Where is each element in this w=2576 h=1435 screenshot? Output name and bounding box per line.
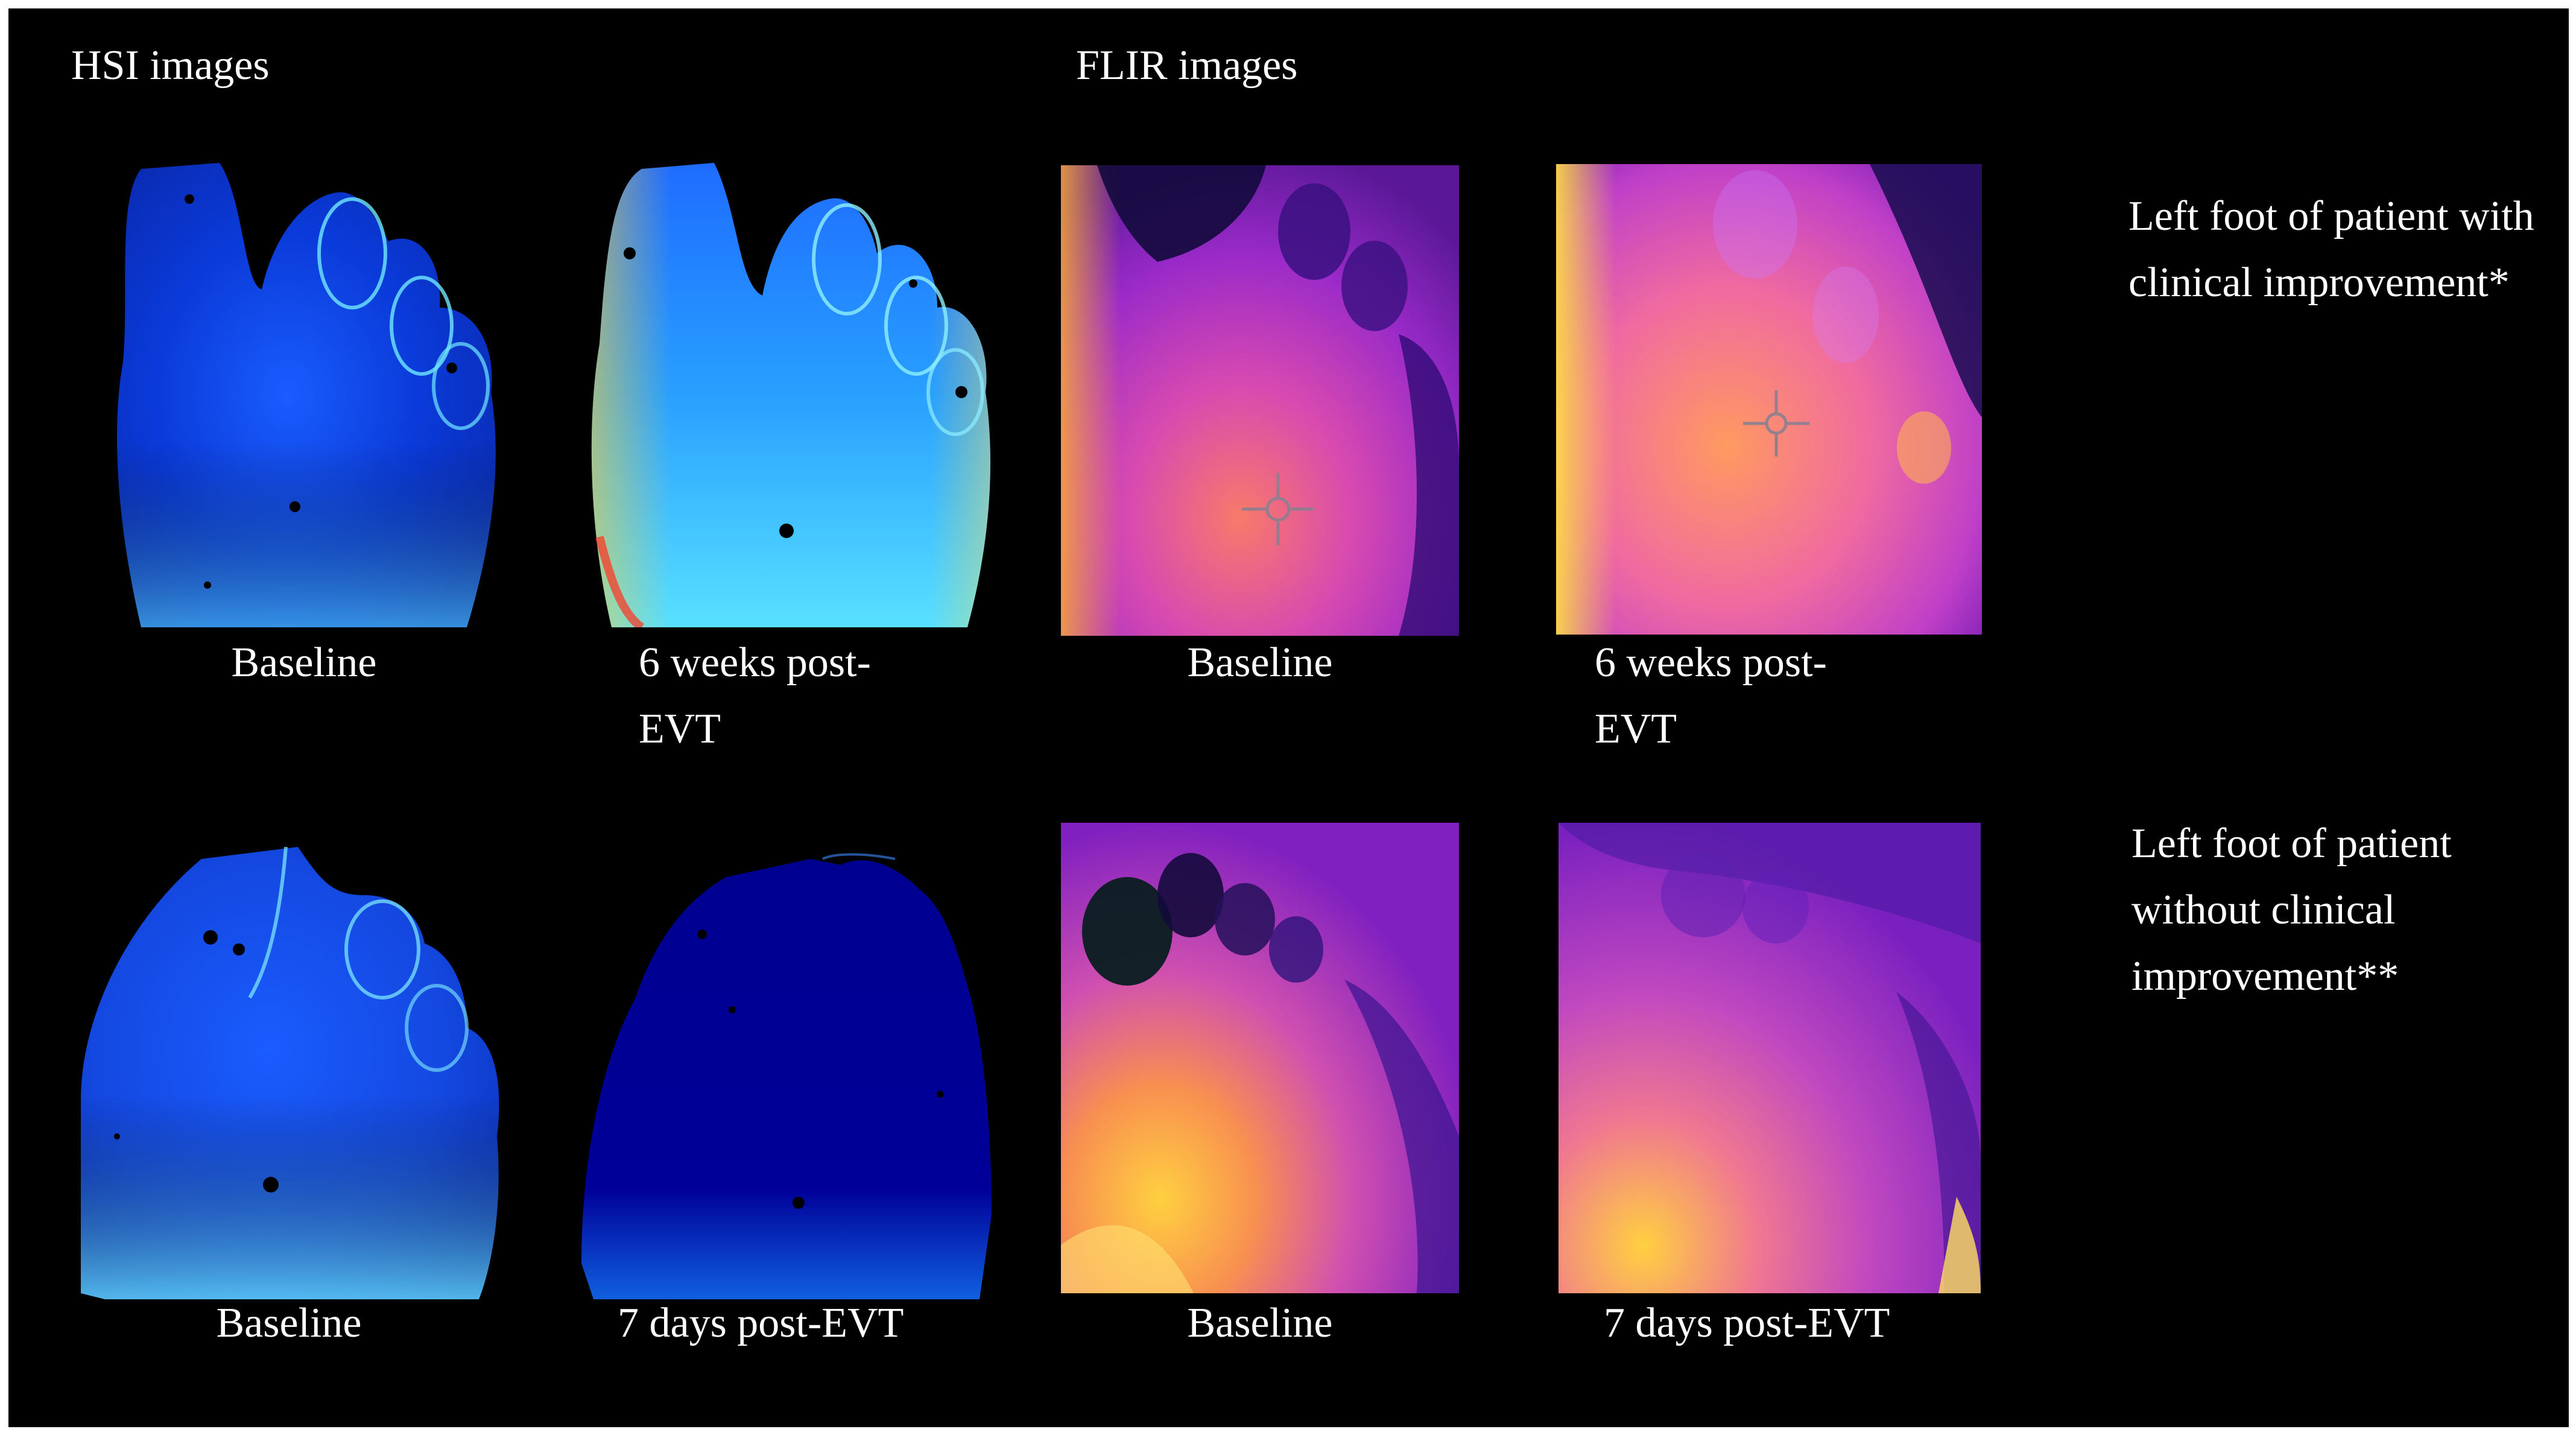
hsi-followup-image-row2	[581, 853, 992, 1299]
caption-flir-followup-row1: 6 weeks post-EVT	[1595, 639, 1827, 752]
caption-hsi-followup-row1: 6 weeks post-EVT	[639, 639, 871, 752]
caption-flir-followup-row2: 7 days post-EVT	[1604, 1300, 1890, 1346]
flir-images-header: FLIR images	[1076, 42, 1298, 89]
flir-followup-image-row2	[1559, 823, 1981, 1293]
row2-patient-label: Left foot of patient without clinical im…	[2131, 820, 2452, 999]
caption-flir-baseline-row1: Baseline	[1187, 639, 1333, 686]
caption-flir-baseline-row2: Baseline	[1187, 1300, 1333, 1346]
flir-baseline-image-row2	[1061, 823, 1459, 1293]
hsi-baseline-image-row2	[81, 847, 503, 1299]
hsi-images-header: HSI images	[71, 42, 270, 89]
caption-hsi-followup-row2: 7 days post-EVT	[618, 1300, 904, 1346]
flir-followup-image-row1	[1556, 164, 1982, 635]
caption-hsi-baseline-row2: Baseline	[216, 1300, 362, 1346]
hsi-baseline-image-row1	[105, 163, 503, 627]
figure-panel: HSI images FLIR images	[8, 8, 2569, 1427]
row1-patient-label: Left foot of patient with clinical impro…	[2128, 193, 2534, 306]
caption-hsi-baseline-row1: Baseline	[231, 639, 377, 686]
flir-baseline-image-row1	[1061, 165, 1459, 636]
hsi-followup-image-row1	[587, 163, 998, 627]
